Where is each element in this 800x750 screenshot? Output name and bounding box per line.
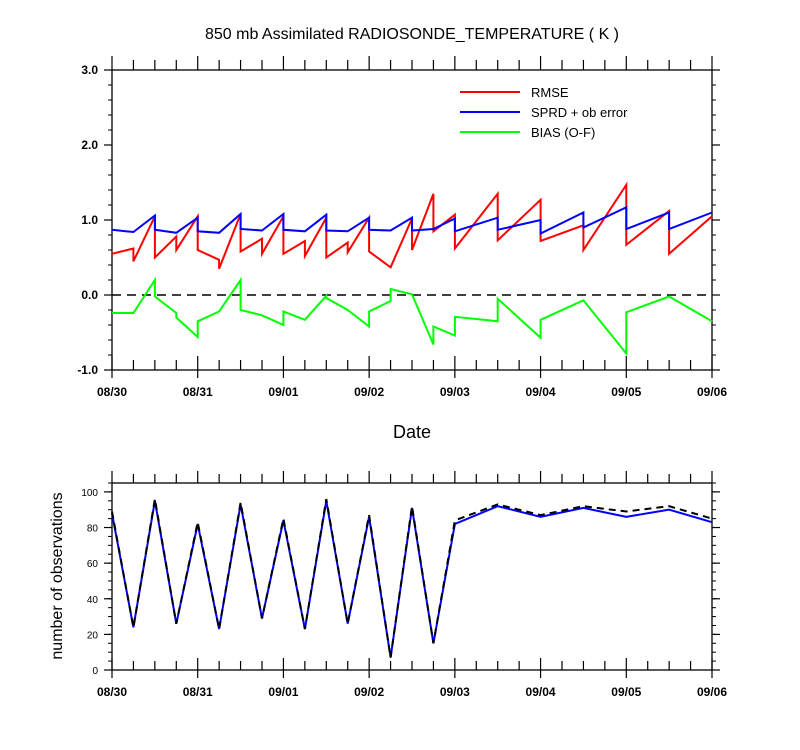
y-tick-label: 0 [92, 666, 98, 677]
y-tick-label: 2.0 [81, 138, 98, 152]
y-tick-label: 80 [87, 524, 99, 535]
x-tick-label: 09/06 [697, 685, 727, 699]
x-tick-label: 09/01 [268, 685, 298, 699]
y-tick-label: 60 [87, 559, 99, 570]
x-tick-label: 08/31 [183, 685, 213, 699]
x-tick-label: 09/06 [697, 385, 727, 399]
legend-label-1: SPRD + ob error [531, 105, 628, 120]
legend-label-2: BIAS (O-F) [531, 125, 595, 140]
top-panel: 08/30 08/31 09/01 09/02 09/03 09/04 09/05 09/06… [77, 56, 727, 399]
y-tick-label: -1.0 [77, 363, 98, 377]
legend: RMSE SPRD + ob error BIAS (O-F) [460, 85, 628, 140]
series-line-2 [112, 276, 713, 357]
series-line-0 [111, 181, 713, 270]
chart-title: 850 mb Assimilated RADIOSONDE_TEMPERATUR… [205, 26, 619, 43]
x-tick-label: 09/05 [611, 685, 641, 699]
x-tick-label: 09/04 [526, 385, 556, 399]
x-tick-label: 09/03 [440, 685, 470, 699]
x-tick-label: 09/02 [354, 385, 384, 399]
y-tick-label: 40 [87, 595, 99, 606]
x-tick-label: 08/30 [97, 685, 127, 699]
x-tick-label: 09/03 [440, 385, 470, 399]
y-tick-label: 3.0 [81, 63, 98, 77]
y-tick-label: 1.0 [81, 213, 98, 227]
y-tick-label: 100 [81, 488, 98, 499]
x-tick-label: 08/30 [97, 385, 127, 399]
series-line-0 [111, 500, 713, 658]
x-tick-label: 09/05 [611, 385, 641, 399]
series-line-1 [111, 498, 713, 658]
y-axis-label: number of observations [49, 492, 66, 659]
x-tick-label: 08/31 [183, 385, 213, 399]
x-tick-label: 09/02 [354, 685, 384, 699]
bottom-panel: 08/30 08/31 09/01 09/02 09/03 09/04 09/05 09/06… [81, 471, 727, 699]
x-axis-label: Date [393, 422, 431, 442]
series-line-1 [111, 205, 713, 236]
x-tick-label: 09/01 [268, 385, 298, 399]
y-tick-label: 20 [87, 630, 99, 641]
legend-label-0: RMSE [531, 85, 569, 100]
y-tick-label: 0.0 [81, 288, 98, 302]
x-tick-label: 09/04 [526, 685, 556, 699]
